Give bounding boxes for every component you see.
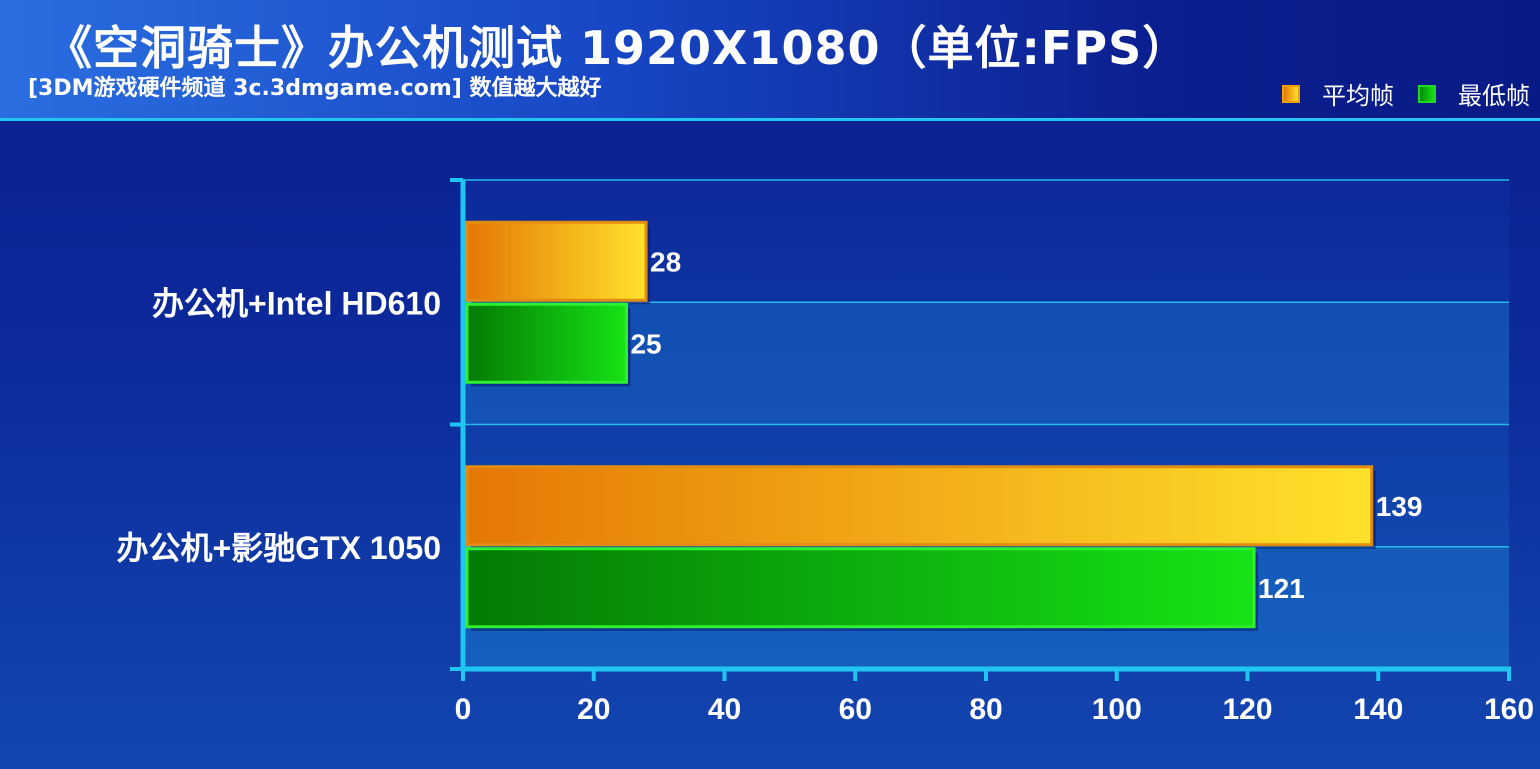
data-label-min-1: 121	[1258, 573, 1305, 604]
legend-item-avg: 平均帧	[1282, 76, 1394, 111]
data-label-avg-0: 28	[650, 246, 681, 277]
x-tick-label-7: 140	[1353, 693, 1403, 726]
chart-title: 《空洞骑士》办公机测试 1920X1080（单位:FPS）	[46, 21, 1190, 75]
x-tick-label-6: 120	[1222, 693, 1272, 726]
bar-min-0	[465, 302, 628, 384]
legend-swatch-avg	[1282, 84, 1300, 103]
x-tick-label-1: 20	[577, 693, 610, 726]
x-tick-label-4: 80	[969, 693, 1002, 726]
x-tick-label-2: 40	[708, 693, 741, 726]
bar-min-1	[465, 547, 1256, 629]
bar-avg-0	[465, 220, 648, 302]
category-label-0: 办公机+Intel HD610	[152, 285, 441, 321]
category-label-1: 办公机+影驰GTX 1050	[116, 530, 441, 566]
data-label-avg-1: 139	[1376, 491, 1423, 522]
chart-subtitle: [3DM游戏硬件频道 3c.3dmgame.com] 数值越大越好	[28, 76, 602, 101]
header-divider	[0, 118, 1540, 121]
legend-item-min: 最低帧	[1418, 76, 1530, 111]
bar-avg-1	[465, 465, 1374, 547]
plot-band-0	[463, 302, 1509, 425]
legend-label-min: 最低帧	[1458, 82, 1530, 110]
x-tick-label-5: 100	[1092, 693, 1142, 726]
legend: 平均帧 最低帧	[1268, 76, 1530, 111]
x-tick-label-0: 0	[455, 693, 472, 726]
legend-label-avg: 平均帧	[1322, 82, 1394, 110]
x-tick-label-8: 160	[1484, 693, 1534, 726]
x-tick-label-3: 60	[839, 693, 872, 726]
legend-swatch-min	[1418, 84, 1436, 103]
data-label-min-0: 25	[630, 328, 661, 359]
